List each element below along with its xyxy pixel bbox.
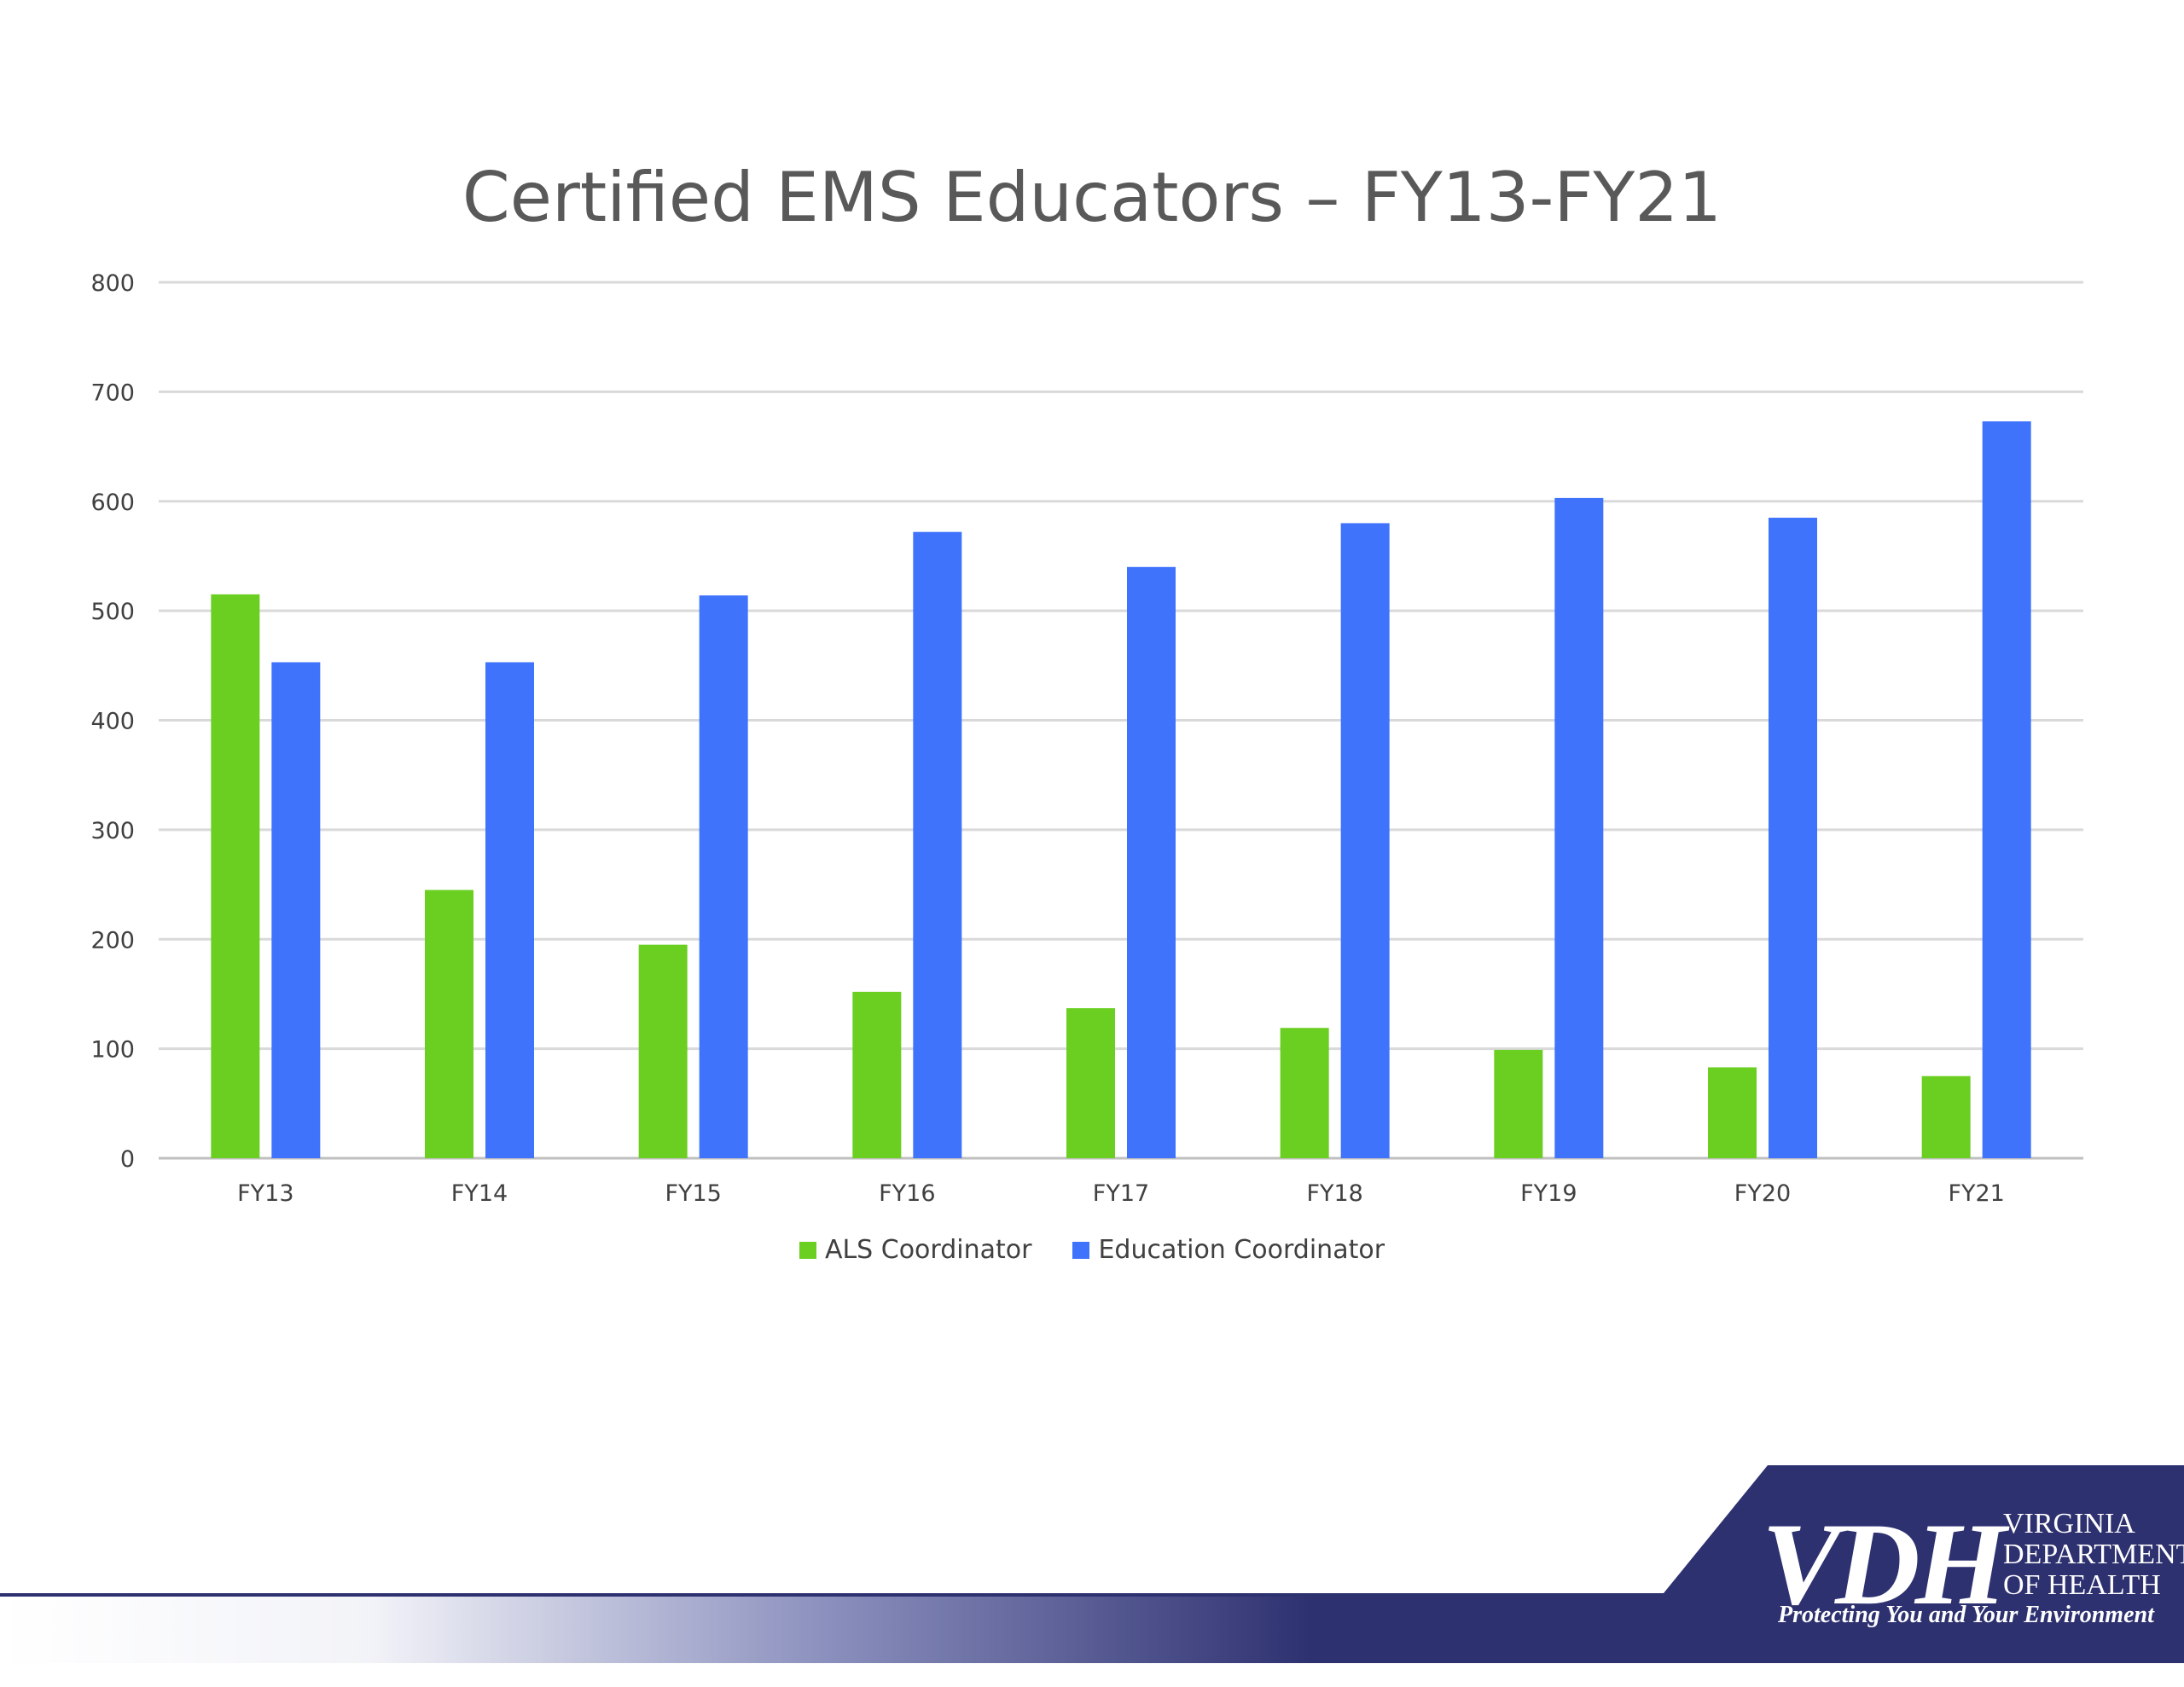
bar-als <box>638 944 688 1158</box>
y-tick-label: 300 <box>90 818 135 844</box>
x-tick-label: FY18 <box>1306 1180 1362 1207</box>
logo-panel <box>1664 1465 2184 1663</box>
y-tick-label: 400 <box>90 709 135 735</box>
logo-abbreviation: VDH <box>1762 1499 2007 1629</box>
bar-education <box>1127 566 1176 1158</box>
bar-als <box>1708 1067 1757 1158</box>
bar-als <box>852 991 902 1158</box>
bar-als <box>1921 1075 1971 1158</box>
legend-item-als: ALS Coordinator <box>799 1235 1032 1265</box>
footer-band <box>0 1465 2184 1663</box>
y-tick-label: 200 <box>90 927 135 954</box>
legend-swatch-als <box>799 1241 816 1259</box>
chart-title: Certified EMS Educators – FY13-FY21 <box>462 158 1722 237</box>
x-tick-label: FY21 <box>1948 1180 2004 1207</box>
bar-education <box>271 662 321 1158</box>
x-tick-label: FY15 <box>665 1180 721 1207</box>
y-tick-label: 700 <box>90 380 135 406</box>
bar-education <box>1554 497 1604 1158</box>
bar-education <box>699 595 748 1158</box>
bar-education <box>1769 518 1817 1158</box>
y-tick-label: 0 <box>120 1146 135 1173</box>
bar-chart: 0 100 200 300 400 500 600 700 800 FY13 FY14 FY15 FY1… <box>90 270 2083 1207</box>
bar-education <box>1982 421 2031 1158</box>
bar-als <box>425 890 473 1158</box>
legend-label-als: ALS Coordinator <box>824 1235 1032 1265</box>
y-tick-label: 800 <box>90 270 135 297</box>
legend-swatch-education <box>1072 1241 1090 1259</box>
x-tick-label: FY13 <box>237 1180 293 1207</box>
bar-als <box>1494 1049 1543 1158</box>
y-tick-label: 500 <box>90 599 135 625</box>
bar-als <box>211 594 260 1158</box>
logo-name: VIRGINIA DEPARTMENT OF HEALTH <box>2003 1509 2184 1601</box>
logo-name-line-1: VIRGINIA <box>2003 1508 2135 1539</box>
legend-item-education: Education Coordinator <box>1072 1235 1385 1265</box>
bar-education <box>1340 523 1390 1158</box>
x-tick-label: FY20 <box>1734 1180 1791 1207</box>
bar-als <box>1066 1008 1115 1158</box>
legend-label-education: Education Coordinator <box>1098 1235 1385 1265</box>
bar-education <box>485 662 534 1158</box>
bar-als <box>1280 1028 1329 1158</box>
x-tick-label: FY19 <box>1520 1180 1577 1207</box>
y-tick-label: 600 <box>90 490 135 516</box>
y-tick-label: 100 <box>90 1037 135 1064</box>
chart-legend: ALS Coordinator Education Coordinator <box>0 1235 2184 1265</box>
logo-tagline: Protecting You and Your Environment <box>1778 1602 2154 1628</box>
x-tick-label: FY16 <box>879 1180 935 1207</box>
x-tick-label: FY17 <box>1093 1180 1149 1207</box>
footer-top-line <box>0 1593 1664 1597</box>
bar-education <box>913 531 962 1158</box>
logo-name-line-3: OF HEALTH <box>2003 1569 2161 1601</box>
x-tick-label: FY14 <box>451 1180 508 1207</box>
logo-name-line-2: DEPARTMENT <box>2003 1539 2184 1570</box>
